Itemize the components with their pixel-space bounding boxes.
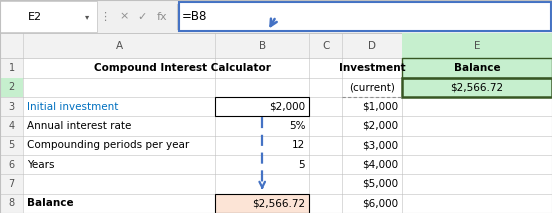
Bar (215, 194, 309, 213)
Text: Initial investment: Initial investment (27, 102, 119, 112)
Text: Balance: Balance (454, 63, 500, 73)
Text: 2: 2 (8, 82, 15, 92)
Bar (0, 33, 552, 213)
Text: D: D (368, 41, 376, 50)
Bar (179, 2, 551, 31)
Text: ▾: ▾ (84, 12, 89, 21)
Bar (0, 0, 552, 33)
Bar (402, 78, 552, 97)
Text: A: A (116, 41, 123, 50)
Text: $5,000: $5,000 (362, 179, 398, 189)
Text: $2,000: $2,000 (362, 121, 398, 131)
Text: 5%: 5% (289, 121, 305, 131)
Text: E: E (474, 41, 480, 50)
Text: Compounding periods per year: Compounding periods per year (27, 140, 189, 150)
Text: Investment: Investment (339, 63, 405, 73)
Bar (0, 33, 23, 213)
Text: E2: E2 (28, 12, 42, 22)
Text: C: C (322, 41, 330, 50)
Text: Annual interest rate: Annual interest rate (27, 121, 131, 131)
Bar (402, 58, 552, 78)
Text: Compound Interest Calculator: Compound Interest Calculator (94, 63, 271, 73)
Bar (0, 33, 552, 58)
Bar (402, 58, 552, 78)
Text: =B8: =B8 (182, 10, 208, 23)
Text: $2,000: $2,000 (269, 102, 305, 112)
Text: $3,000: $3,000 (362, 140, 398, 150)
Bar (215, 97, 309, 116)
Text: 1: 1 (8, 63, 15, 73)
Text: ⋮: ⋮ (99, 12, 110, 22)
Bar (0, 78, 23, 97)
Text: (current): (current) (349, 82, 395, 92)
Text: B: B (259, 41, 266, 50)
Text: fx: fx (156, 12, 167, 22)
Text: 5: 5 (299, 160, 305, 170)
Text: Years: Years (27, 160, 55, 170)
Text: 5: 5 (8, 140, 15, 150)
Text: 6: 6 (8, 160, 15, 170)
Bar (402, 33, 552, 58)
Bar (215, 194, 309, 213)
Text: 12: 12 (292, 140, 305, 150)
Text: $6,000: $6,000 (362, 198, 398, 208)
Bar (0, 1, 97, 32)
Text: 8: 8 (8, 198, 15, 208)
Text: ✓: ✓ (137, 12, 146, 22)
Text: ×: × (120, 12, 129, 22)
Text: $4,000: $4,000 (362, 160, 398, 170)
Bar (402, 78, 552, 97)
Text: Balance: Balance (27, 198, 73, 208)
Text: 4: 4 (8, 121, 15, 131)
Text: $1,000: $1,000 (362, 102, 398, 112)
Text: $2,566.72: $2,566.72 (252, 198, 305, 208)
Text: 3: 3 (8, 102, 15, 112)
Text: 7: 7 (8, 179, 15, 189)
Text: $2,566.72: $2,566.72 (450, 82, 503, 92)
